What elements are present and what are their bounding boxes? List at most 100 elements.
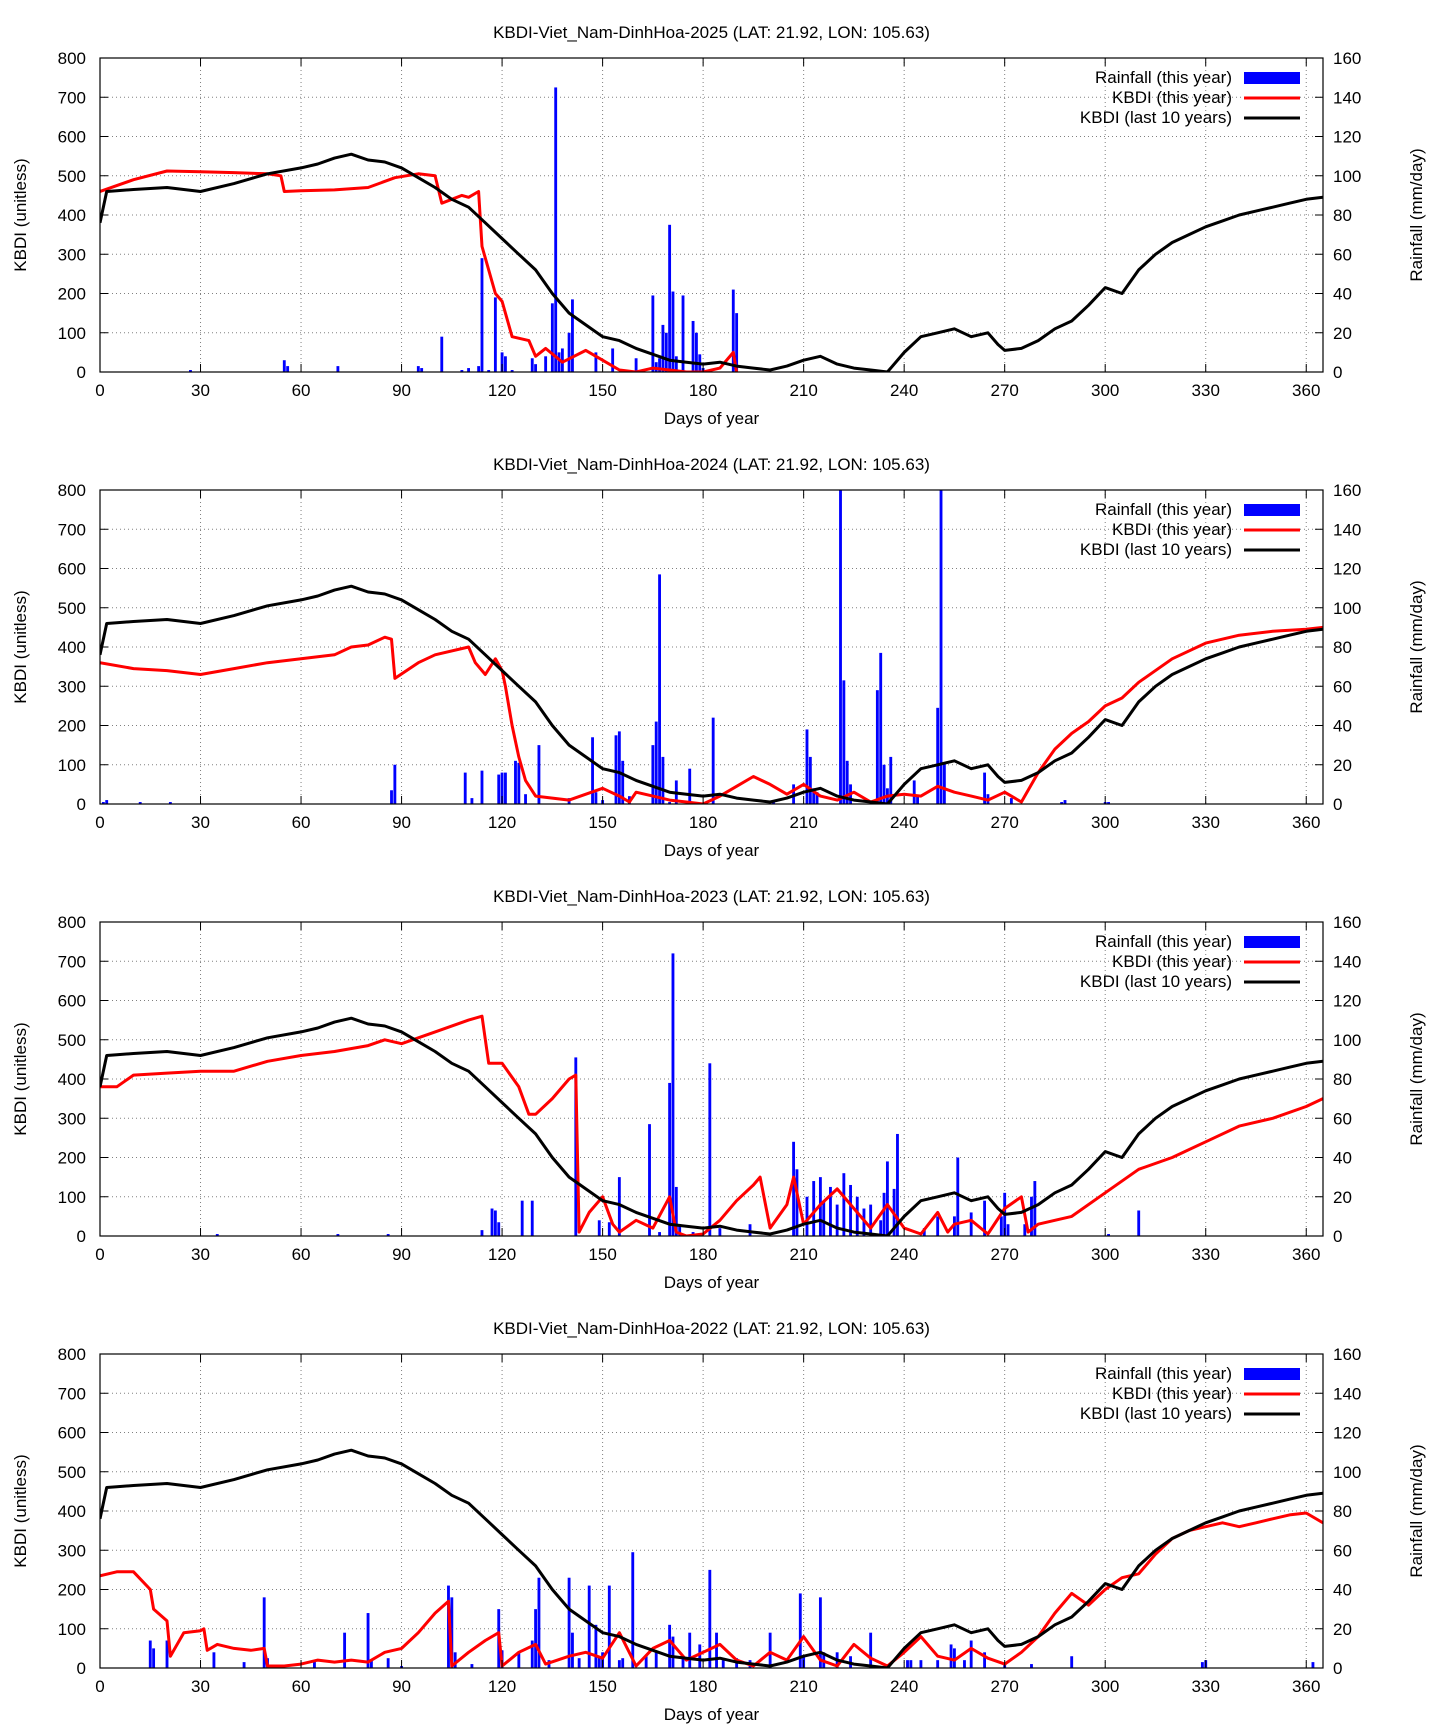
rainfall-bar [795,1169,799,1236]
rainfall-bar [969,1212,973,1236]
rainfall-bar [812,788,816,804]
kbdi-this-year-line [100,169,739,372]
rainfall-bar [664,332,668,372]
rainfall-bar [671,953,675,1236]
grid [100,490,1323,804]
x-tick-label: 90 [392,1677,411,1696]
y2-tick-label: 100 [1333,599,1361,618]
rainfall-bar [594,792,598,804]
rainfall-bar [286,366,290,372]
x-tick-label: 0 [95,381,104,400]
legend-label: KBDI (last 10 years) [1080,972,1232,991]
rainfall-bar [386,1234,390,1236]
x-tick-label: 60 [292,381,311,400]
y-axis-label: KBDI (unitless) [11,1022,30,1135]
x-tick-label: 30 [191,1677,210,1696]
rainfall-bar [879,1220,883,1236]
x-tick-label: 180 [689,1245,717,1264]
rainfall-bar [882,764,886,804]
kbdi-chart-0: KBDI-Viet_Nam-DinhHoa-2025 (LAT: 21.92, … [11,23,1426,428]
rainfall-bar [567,332,571,372]
y-tick-label: 300 [58,245,86,264]
rainfall-bar [517,762,521,804]
rainfall-bar [480,258,484,372]
y2-tick-label: 0 [1333,795,1342,814]
grid [100,58,1323,372]
rainfall-bar [661,324,665,372]
x-tick-label: 30 [191,813,210,832]
y-tick-label: 800 [58,913,86,932]
y-tick-label: 500 [58,1031,86,1050]
y2-tick-label: 20 [1333,756,1352,775]
rainfall-bar [829,1186,832,1236]
rainfall-bar [571,299,574,372]
y-tick-label: 700 [58,520,86,539]
legend-label: Rainfall (this year) [1095,68,1232,87]
rainfall-bar [949,1644,953,1668]
rainfall-bar [621,760,625,804]
x-tick-label: 240 [890,813,918,832]
rainfall-bar [735,313,739,372]
rainfall-bar [617,731,621,804]
y2-tick-label: 60 [1333,245,1352,264]
x-tick-label: 0 [95,813,104,832]
y2-tick-label: 140 [1333,520,1361,539]
rainfall-bar [554,87,558,372]
x-tick-label: 90 [392,381,411,400]
legend: Rainfall (this year)KBDI (this year)KBDI… [1080,500,1300,559]
x-tick-label: 210 [789,381,817,400]
rainfall-bar [1107,802,1110,804]
x-tick-label: 210 [789,813,817,832]
rainfall-bar [597,1656,601,1668]
rainfall-bar [497,774,501,804]
rainfall-bar [571,1632,574,1668]
y2-tick-label: 140 [1333,88,1361,107]
y-tick-label: 800 [58,481,86,500]
y-axis-left: 0 100 200 300 400 500 600 700 800 [58,49,108,382]
rainfall-bar [718,1228,722,1236]
y2-tick-label: 20 [1333,1188,1352,1207]
rainfall-bar [842,680,846,804]
rainfall-bar [916,796,919,804]
rainfall-bar [661,756,665,804]
y-tick-label: 500 [58,1463,86,1482]
rainfall-bar [808,756,812,804]
y2-tick-label: 140 [1333,952,1361,971]
x-tick-label: 270 [990,1677,1018,1696]
rainfall-bar [1030,1196,1033,1236]
y-tick-label: 0 [77,795,86,814]
rainfall-bar [674,356,678,372]
kbdi-chart-2: KBDI-Viet_Nam-DinhHoa-2023 (LAT: 21.92, … [11,887,1426,1292]
y-tick-label: 200 [58,285,86,304]
x-axis-label: Days of year [664,1273,760,1292]
y-tick-label: 100 [58,324,86,343]
rainfall-bar [510,370,514,372]
kbdi-last-10-years-line [100,584,1323,804]
y-axis-label: KBDI (unitless) [11,1454,30,1567]
y-tick-label: 700 [58,952,86,971]
y2-tick-label: 120 [1333,992,1361,1011]
y2-tick-label: 40 [1333,285,1352,304]
rainfall-bar [517,1652,521,1668]
rainfall-bar [313,1660,316,1668]
y-tick-label: 700 [58,1384,86,1403]
rainfall-bar [678,1224,682,1236]
x-tick-label: 240 [890,1677,918,1696]
x-tick-label: 120 [488,1245,516,1264]
y-tick-label: 400 [58,1502,86,1521]
rainfall-bar [658,1232,661,1236]
rainfall-bar [658,358,661,372]
legend-label: Rainfall (this year) [1095,500,1232,519]
plot-area [100,1448,1323,1668]
grid [100,1354,1323,1668]
rainfall-bar [634,358,638,372]
rainfall-bar [721,1660,725,1668]
rainfall-bar [500,352,504,372]
rainfall-bar [530,1640,534,1668]
rainfall-bar [343,1632,347,1668]
y-tick-label: 800 [58,49,86,68]
plot-area [100,87,1323,372]
rainfall-bar [621,1658,625,1668]
rainfall-bar [909,1660,913,1668]
y-tick-label: 100 [58,1188,86,1207]
